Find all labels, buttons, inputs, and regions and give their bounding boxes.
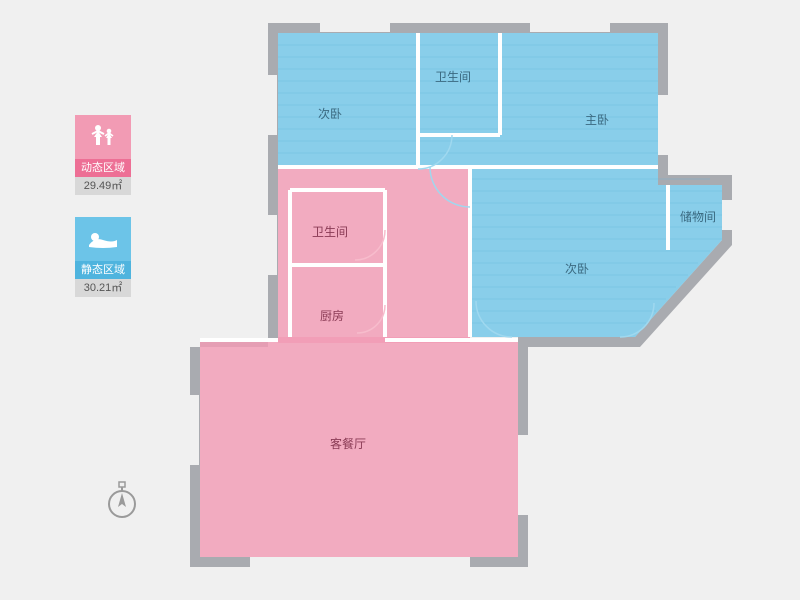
legend-static: 静态区域 30.21㎡ bbox=[75, 217, 131, 297]
legend-panel: 动态区域 29.49㎡ 静态区域 30.21㎡ bbox=[75, 115, 131, 319]
label-master-bedroom: 主卧 bbox=[585, 111, 609, 128]
label-living-dining: 客餐厅 bbox=[330, 435, 366, 452]
label-bathroom-1: 卫生间 bbox=[435, 68, 471, 85]
label-secondary-bedroom-2: 次卧 bbox=[565, 260, 589, 277]
people-icon bbox=[75, 115, 131, 159]
legend-dynamic-value: 29.49㎡ bbox=[75, 177, 131, 195]
compass-icon bbox=[105, 480, 139, 525]
legend-static-value: 30.21㎡ bbox=[75, 279, 131, 297]
label-bathroom-2: 卫生间 bbox=[312, 223, 348, 240]
label-secondary-bedroom-1: 次卧 bbox=[318, 105, 342, 122]
legend-dynamic-label: 动态区域 bbox=[75, 159, 131, 177]
legend-dynamic: 动态区域 29.49㎡ bbox=[75, 115, 131, 195]
legend-static-label: 静态区域 bbox=[75, 261, 131, 279]
label-storage: 储物间 bbox=[680, 208, 716, 225]
sleep-icon bbox=[75, 217, 131, 261]
floorplan: 次卧 卫生间 主卧 储物间 次卧 卫生间 厨房 客餐厅 bbox=[190, 15, 750, 575]
label-kitchen: 厨房 bbox=[320, 307, 344, 324]
zone-static-top bbox=[278, 33, 658, 167]
